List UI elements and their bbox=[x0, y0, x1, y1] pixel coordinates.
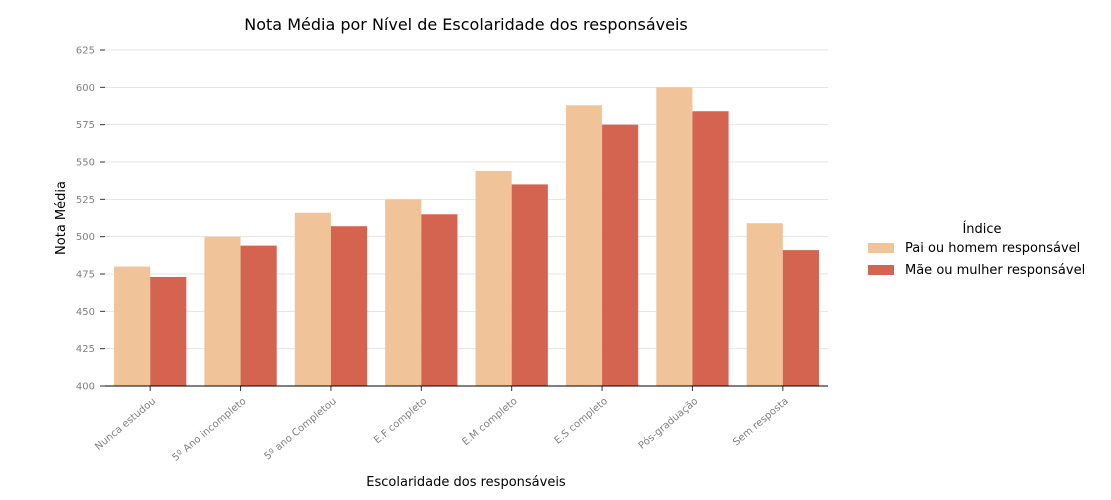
y-tick-label: 625 bbox=[76, 46, 95, 57]
bar bbox=[782, 250, 819, 386]
x-tick-label: 5º ano Completou bbox=[262, 396, 338, 463]
chart-title: Nota Média por Nível de Escolaridade dos… bbox=[244, 15, 687, 34]
bar bbox=[475, 170, 512, 386]
x-tick-label: E.S completo bbox=[553, 396, 610, 447]
bar bbox=[511, 184, 548, 386]
y-tick-label: 500 bbox=[76, 232, 95, 243]
legend-title: Índice bbox=[962, 221, 1001, 237]
x-tick-label: E.M completo bbox=[460, 396, 519, 448]
legend-label: Pai ou homem responsável bbox=[905, 241, 1080, 256]
y-tick-label: 575 bbox=[76, 120, 95, 131]
y-tick-label: 450 bbox=[76, 307, 95, 318]
legend-swatch bbox=[868, 243, 894, 253]
y-axis-title: Nota Média bbox=[54, 181, 69, 255]
y-tick-label: 525 bbox=[76, 195, 95, 206]
x-tick-label: E.F completo bbox=[372, 396, 429, 446]
y-tick-label: 400 bbox=[76, 382, 95, 393]
y-tick-label: 475 bbox=[76, 270, 95, 281]
bars bbox=[114, 87, 819, 387]
bar bbox=[330, 226, 368, 386]
x-tick-label: Sem resposta bbox=[731, 396, 790, 448]
bar bbox=[565, 105, 603, 387]
legend-label: Mãe ou mulher responsável bbox=[905, 263, 1085, 278]
bar bbox=[240, 245, 277, 386]
x-tick-label: Nunca estudou bbox=[93, 396, 158, 453]
bar bbox=[421, 214, 458, 386]
bar bbox=[204, 236, 241, 386]
bar bbox=[746, 223, 783, 386]
bar bbox=[114, 266, 151, 386]
y-tick-label: 550 bbox=[76, 158, 95, 169]
legend: Índice Pai ou homem responsável Mãe ou mu… bbox=[868, 221, 1085, 278]
bar bbox=[294, 212, 331, 386]
bar bbox=[692, 111, 729, 386]
bar bbox=[602, 124, 639, 387]
bar bbox=[656, 87, 693, 386]
x-axis-title: Escolaridade dos responsáveis bbox=[366, 475, 566, 490]
legend-swatch bbox=[868, 265, 894, 275]
y-tick-label: 425 bbox=[76, 344, 95, 355]
y-tick-label: 600 bbox=[76, 83, 95, 94]
x-tick-label: Pós-graduação bbox=[636, 395, 700, 452]
bar bbox=[385, 199, 422, 386]
x-tick-label: 5º Ano incompleto bbox=[171, 396, 249, 464]
bar bbox=[150, 276, 187, 386]
